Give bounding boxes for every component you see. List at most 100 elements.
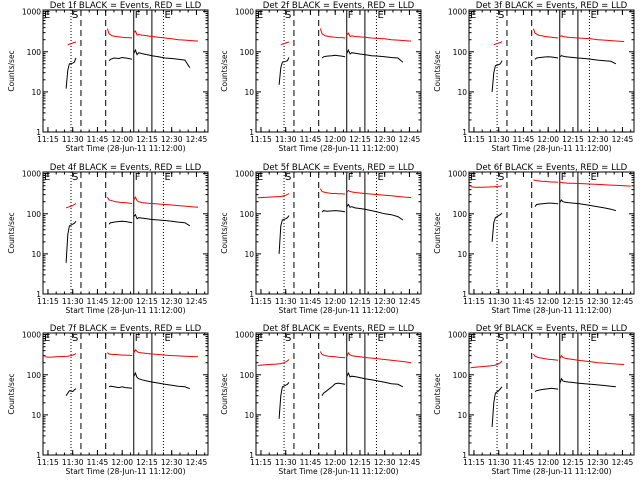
x-tick-label: 12:45 <box>186 297 208 306</box>
y-tick-label: 100 <box>240 48 255 57</box>
x-tick-label: 11:30 <box>275 297 297 306</box>
x-tick-label: 12:00 <box>324 297 346 306</box>
region-label: S <box>498 10 504 21</box>
events-series-line <box>321 382 346 396</box>
x-tick-label: 12:00 <box>111 135 133 144</box>
panel-title: Det 6f BLACK = Events, RED = LLD <box>476 163 628 173</box>
y-tick-label: 10 <box>244 88 254 97</box>
region-label: E <box>44 333 50 344</box>
x-tick-label: 12:45 <box>399 297 421 306</box>
y-tick-label: 1 <box>249 128 254 137</box>
region-label: F <box>348 10 354 21</box>
detector-panel: Det 3f BLACK = Events, RED = LLD 1 10 100 10… <box>433 1 635 153</box>
x-axis-label: Start Time (28-Jun-11 11:12:00) <box>492 467 612 476</box>
x-tick-label: 11:45 <box>300 458 322 467</box>
x-tick-label: 12:30 <box>587 458 609 467</box>
x-tick-label: 11:45 <box>513 135 535 144</box>
region-label: S <box>498 172 504 183</box>
plot-frame <box>255 332 422 456</box>
x-axis-label: Start Time (28-Jun-11 11:12:00) <box>492 306 612 315</box>
region-label: E <box>470 10 476 21</box>
events-series-line <box>321 210 346 213</box>
region-label: S <box>285 333 291 344</box>
y-tick-label: 100 <box>240 210 255 219</box>
panel-title: Det 7f BLACK = Events, RED = LLD <box>50 324 202 334</box>
region-label: E <box>377 333 383 344</box>
y-tick-label: 100 <box>453 371 468 380</box>
lld-series-line <box>133 195 199 208</box>
x-axis-label: Start Time (28-Jun-11 11:12:00) <box>279 144 399 153</box>
y-tick-label: 10 <box>31 411 41 420</box>
region-label: F <box>561 10 567 21</box>
lld-series-line <box>346 189 412 198</box>
lld-series-line <box>319 188 346 195</box>
lld-series-line <box>470 185 503 188</box>
events-series-line <box>133 213 191 227</box>
region-label: E <box>590 333 596 344</box>
y-tick-label: 1 <box>462 451 467 460</box>
x-tick-label: 12:45 <box>612 458 634 467</box>
y-axis-label: Counts/sec <box>7 373 16 414</box>
lld-series-line <box>107 352 133 357</box>
y-tick-label: 100 <box>453 48 468 57</box>
region-label: E <box>377 172 383 183</box>
lld-series-line <box>319 28 346 39</box>
events-series-line <box>491 386 503 428</box>
x-tick-label: 12:00 <box>111 297 133 306</box>
events-series-line <box>559 377 616 388</box>
y-tick-label: 10 <box>244 411 254 420</box>
x-tick-label: 11:45 <box>300 297 322 306</box>
y-tick-label: 10 <box>31 88 41 97</box>
x-tick-label: 12:00 <box>537 297 559 306</box>
x-tick-label: 12:30 <box>587 297 609 306</box>
lld-series-line <box>280 41 290 46</box>
x-tick-label: 11:45 <box>513 458 535 467</box>
region-label: F <box>561 172 567 183</box>
region-label: E <box>470 333 476 344</box>
events-series-line <box>346 48 404 63</box>
lld-series-line <box>533 179 559 183</box>
lld-series-line <box>106 196 133 204</box>
detector-panel: Det 5f BLACK = Events, RED = LLD 1 10 100 10… <box>220 163 422 315</box>
panel-title: Det 8f BLACK = Events, RED = LLD <box>263 324 415 334</box>
y-axis-label: Counts/sec <box>433 50 442 91</box>
x-axis-label: Start Time (28-Jun-11 11:12:00) <box>492 144 612 153</box>
panel-title: Det 4f BLACK = Events, RED = LLD <box>50 163 202 173</box>
y-tick-label: 10 <box>31 250 41 259</box>
events-series-line <box>278 215 290 254</box>
lld-series-line <box>319 351 346 359</box>
y-tick-label: 1000 <box>22 331 41 340</box>
events-series-line <box>559 55 617 65</box>
events-series-line <box>491 212 503 242</box>
x-tick-label: 11:45 <box>87 135 109 144</box>
events-series-line <box>346 371 404 388</box>
region-label: F <box>348 333 354 344</box>
lld-series-line <box>532 353 559 361</box>
events-series-line <box>278 381 290 419</box>
x-tick-label: 12:45 <box>612 135 634 144</box>
y-tick-label: 1 <box>462 128 467 137</box>
lld-series-line <box>493 41 503 46</box>
region-label: E <box>44 172 50 183</box>
lld-series-line <box>65 203 77 209</box>
region-label: E <box>257 10 263 21</box>
x-tick-label: 12:15 <box>136 297 158 306</box>
events-series-line <box>133 48 191 68</box>
y-axis-label: Counts/sec <box>433 373 442 414</box>
x-tick-label: 11:15 <box>250 458 272 467</box>
plot-frame <box>255 9 422 133</box>
y-tick-label: 1 <box>36 128 41 137</box>
events-series-line <box>559 199 617 212</box>
region-label: E <box>44 10 50 21</box>
x-tick-label: 11:30 <box>275 458 297 467</box>
plot-frame <box>468 332 635 456</box>
lld-series-line <box>257 193 290 199</box>
region-label: E <box>257 172 263 183</box>
region-label: F <box>135 333 141 344</box>
events-series-line <box>321 54 346 59</box>
y-tick-label: 100 <box>27 210 42 219</box>
y-tick-label: 100 <box>453 210 468 219</box>
events-series-line <box>534 202 559 207</box>
x-tick-label: 12:00 <box>537 135 559 144</box>
region-label: S <box>72 172 78 183</box>
